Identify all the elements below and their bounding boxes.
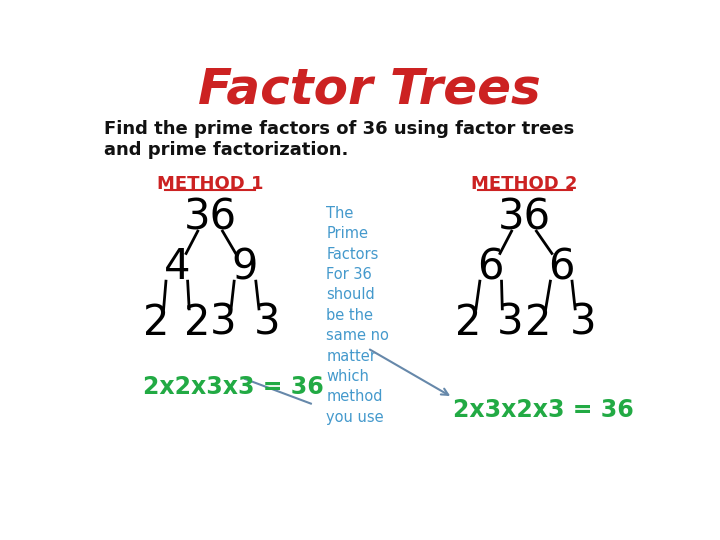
Text: 3: 3 [497, 302, 523, 344]
Text: 2x3x2x3 = 36: 2x3x2x3 = 36 [453, 398, 634, 422]
Text: 9: 9 [232, 246, 258, 288]
Text: 2x2x3x3 = 36: 2x2x3x3 = 36 [143, 375, 323, 399]
Text: 2: 2 [525, 302, 551, 344]
Text: 2: 2 [143, 302, 169, 344]
Text: 3: 3 [210, 302, 237, 344]
Text: 6: 6 [548, 246, 575, 288]
Text: Factor Trees: Factor Trees [197, 65, 541, 113]
Text: 36: 36 [498, 196, 551, 238]
Text: METHOD 1: METHOD 1 [157, 175, 264, 193]
Text: 2: 2 [184, 302, 210, 344]
Text: METHOD 2: METHOD 2 [471, 175, 577, 193]
Text: 3: 3 [253, 302, 280, 344]
Text: The
Prime
Factors
For 36
should
be the
same no
matter
which
method
you use: The Prime Factors For 36 should be the s… [326, 206, 390, 425]
Text: 3: 3 [570, 302, 596, 344]
Text: 2: 2 [455, 302, 482, 344]
Text: 36: 36 [184, 196, 237, 238]
Text: Find the prime factors of 36 using factor trees
and prime factorization.: Find the prime factors of 36 using facto… [104, 120, 575, 159]
Text: 6: 6 [477, 246, 504, 288]
Text: 4: 4 [163, 246, 190, 288]
